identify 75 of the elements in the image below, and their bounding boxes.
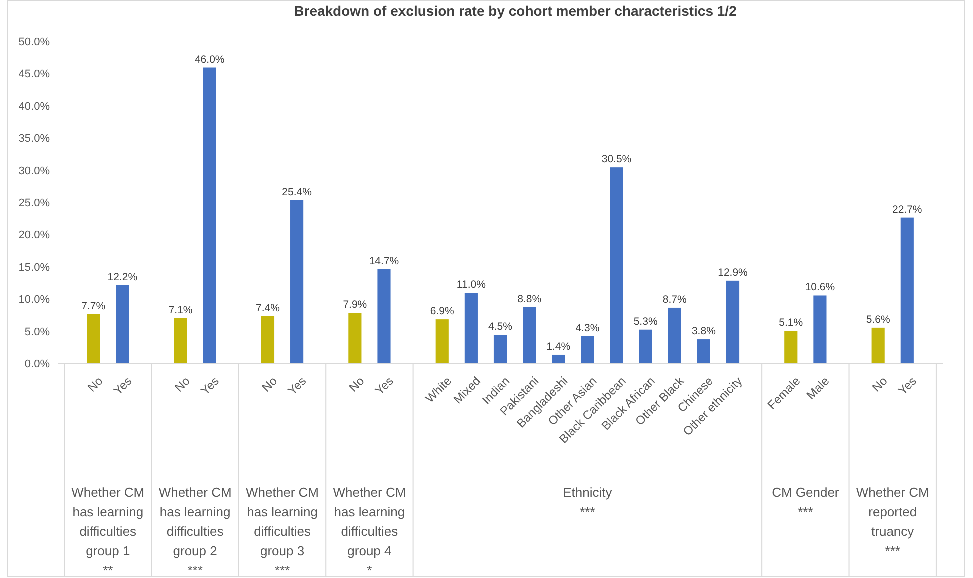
text: Whether CM has learning difficulties group 3 *** xyxy=(246,485,320,578)
data-label: 7.1% xyxy=(168,304,193,316)
data-label: 5.1% xyxy=(779,317,804,330)
x-tick-label: No xyxy=(346,374,368,395)
bar xyxy=(610,168,624,364)
data-label: 3.8% xyxy=(692,326,716,338)
text: Whether CM has learning difficulties group 2 *** xyxy=(158,485,232,578)
y-tick-label: 50.0% xyxy=(18,36,50,49)
data-label: 7.7% xyxy=(82,300,106,312)
bar xyxy=(581,336,594,364)
bar xyxy=(814,296,827,364)
y-tick-label: 0.0% xyxy=(24,358,50,371)
data-label: 8.7% xyxy=(662,294,687,306)
data-label: 12.9% xyxy=(718,266,748,279)
bar xyxy=(639,330,652,364)
data-label: 25.4% xyxy=(282,186,312,198)
y-tick-label: 5.0% xyxy=(24,326,50,338)
x-tick-label: No xyxy=(870,374,891,395)
data-label: 5.6% xyxy=(866,314,890,326)
x-tick-label: Yes xyxy=(372,374,396,398)
bar xyxy=(174,318,188,364)
data-label: 4.3% xyxy=(576,322,600,334)
chart-title: Breakdown of exclusion rate by cohort member characteristics 1/2 xyxy=(294,3,738,19)
bar xyxy=(900,218,914,364)
x-tick-label: Yes xyxy=(110,374,135,398)
bar xyxy=(436,320,449,364)
data-label: 5.3% xyxy=(634,316,658,328)
x-tick-label: Yes xyxy=(198,374,222,398)
bar xyxy=(872,328,885,364)
text: Whether CM reported truancy *** xyxy=(856,485,930,558)
data-label: 30.5% xyxy=(602,154,632,166)
data-label: 12.2% xyxy=(108,271,138,284)
bar xyxy=(378,269,391,364)
text: Whether CM has learning difficulties group 1 ** xyxy=(72,485,145,578)
y-tick-label: 35.0% xyxy=(18,133,50,146)
y-tick-label: 20.0% xyxy=(18,230,50,242)
bar xyxy=(290,200,304,364)
bar xyxy=(348,313,362,364)
y-tick-label: 45.0% xyxy=(18,68,50,81)
data-label: 10.6% xyxy=(805,282,836,294)
bar xyxy=(784,331,798,364)
data-label: 7.4% xyxy=(256,302,280,314)
bar xyxy=(116,285,130,364)
y-tick-label: 40.0% xyxy=(18,100,50,113)
x-tick-label: No xyxy=(172,374,194,395)
text: CM Gender *** xyxy=(772,485,840,520)
data-label: 14.7% xyxy=(369,255,400,268)
bar xyxy=(203,68,216,364)
text: Whether CM has learning difficulties group 4 * xyxy=(333,485,406,578)
bar xyxy=(697,340,710,364)
data-label: 46.0% xyxy=(194,54,225,66)
y-tick-label: 15.0% xyxy=(18,262,50,274)
y-tick-label: 25.0% xyxy=(18,198,50,210)
bar xyxy=(261,316,275,364)
data-label: 6.9% xyxy=(430,306,454,318)
x-tick-label: Yes xyxy=(285,374,310,398)
x-tick-label: Yes xyxy=(896,374,920,398)
bar xyxy=(726,280,740,364)
bar xyxy=(494,335,508,364)
text: Ethnicity *** xyxy=(563,485,613,520)
data-label: 1.4% xyxy=(546,340,571,353)
y-tick-label: 10.0% xyxy=(18,294,50,306)
data-label: 22.7% xyxy=(892,204,922,216)
bar xyxy=(668,308,682,364)
data-label: 4.5% xyxy=(488,321,512,334)
data-label: 8.8% xyxy=(518,293,542,306)
x-tick-label: No xyxy=(259,374,280,395)
bar xyxy=(464,293,478,364)
bar xyxy=(523,307,536,364)
data-label: 11.0% xyxy=(456,279,486,292)
bar xyxy=(552,354,566,364)
y-tick-label: 30.0% xyxy=(18,165,50,178)
bar xyxy=(87,314,100,364)
x-tick-label: No xyxy=(84,374,106,395)
data-label: 7.9% xyxy=(343,299,368,312)
